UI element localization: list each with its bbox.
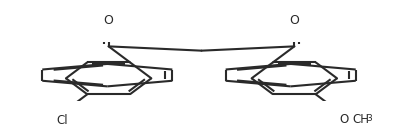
Text: O: O — [104, 14, 113, 27]
Text: CH: CH — [352, 113, 369, 126]
Text: 3: 3 — [366, 114, 372, 123]
Text: O: O — [339, 113, 348, 126]
Text: Cl: Cl — [56, 114, 68, 127]
Text: O: O — [289, 14, 299, 27]
